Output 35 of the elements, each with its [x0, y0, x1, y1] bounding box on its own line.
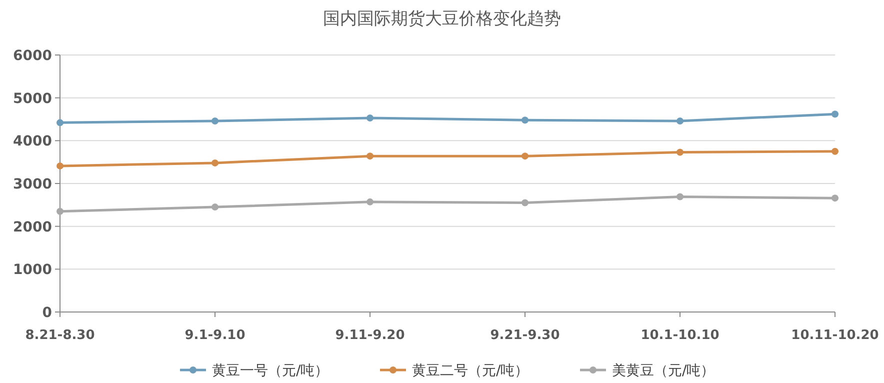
- x-tick-label: 10.1-10.10: [640, 328, 720, 343]
- point: [832, 148, 838, 155]
- x-tick-label: 10.11-10.20: [791, 328, 879, 343]
- legend-label: 黄豆二号（元/吨）: [412, 363, 529, 379]
- legend-label: 黄豆一号（元/吨）: [212, 363, 329, 379]
- x-tick-label: 9.21-9.30: [490, 328, 560, 343]
- y-tick-label: 2000: [13, 219, 52, 236]
- point: [522, 199, 528, 206]
- point: [832, 110, 838, 118]
- point: [366, 114, 374, 122]
- legend-label: 美黄豆（元/吨）: [612, 363, 715, 379]
- chart-title: 国内国际期货大豆价格变化趋势: [323, 9, 561, 29]
- point: [832, 194, 838, 202]
- y-tick-label: 4000: [13, 134, 52, 150]
- y-tick-label: 3000: [13, 176, 52, 192]
- point: [56, 208, 64, 215]
- y-tick-label: 6000: [13, 48, 52, 64]
- point: [522, 116, 528, 124]
- point: [212, 159, 218, 166]
- point: [366, 152, 374, 160]
- point: [676, 117, 684, 124]
- x-tick-label: 9.11-9.20: [335, 328, 405, 343]
- y-tick-label: 1000: [13, 262, 52, 278]
- x-tick-label: 8.21-8.30: [25, 328, 95, 343]
- point: [676, 148, 684, 156]
- point: [676, 193, 684, 200]
- point: [212, 117, 218, 124]
- y-tick-label: 0: [42, 305, 52, 321]
- point: [522, 152, 528, 160]
- x-tick-label: 9.1-9.10: [184, 328, 246, 343]
- point: [56, 119, 64, 126]
- point: [56, 162, 64, 170]
- point: [366, 198, 374, 206]
- y-tick-label: 5000: [13, 90, 52, 107]
- point: [212, 204, 218, 211]
